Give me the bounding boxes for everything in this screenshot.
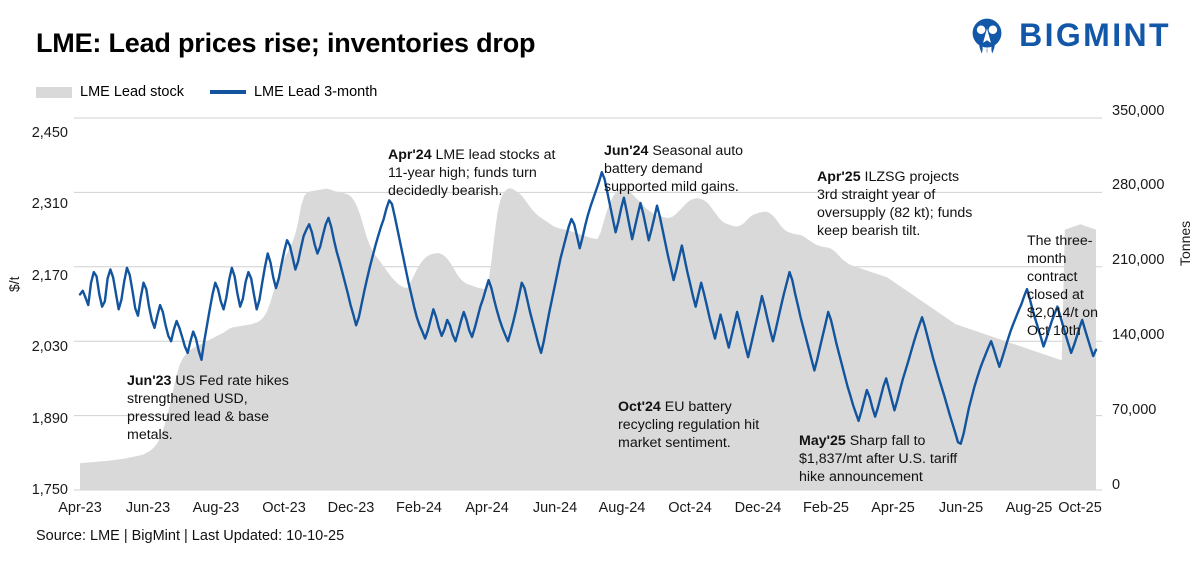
x-tick-3: Oct-23 [262,500,306,516]
annotation-jun23: Jun'23 US Fed rate hikes strengthened US… [127,372,312,444]
annotation-apr24-date: Apr'24 [388,147,432,163]
annotation-closing-price: The three-month contract closed at $2,01… [1027,233,1098,340]
annotation-jun24: Jun'24 Seasonal auto battery demand supp… [604,142,769,196]
annotation-apr25-text: ILZSG projects 3rd straight year of over… [817,169,973,240]
y-tick-left-1: 1,890 [31,411,68,427]
x-tick-6: Apr-24 [465,500,509,516]
annotation-jun24-date: Jun'24 [604,143,649,159]
y-axis-title-left: $/t [6,276,22,292]
x-tick-15: Oct-25 [1058,500,1102,516]
y-tick-left-5: 2,450 [31,125,68,141]
chart-plot-area[interactable] [80,118,1096,490]
y-tick-right-0: 0 [1112,477,1121,493]
y-tick-right-1: 70,000 [1112,402,1157,418]
y-tick-right-5: 350,000 [1112,103,1165,119]
annotation-apr24-text: LME lead stocks at 11-year high; funds t… [388,147,556,200]
x-tick-5: Feb-24 [396,500,442,516]
x-tick-13: Jun-25 [938,500,984,516]
y-tick-right-3: 210,000 [1112,252,1165,268]
annotation-may25: May'25 Sharp fall to $1,837/mt after U.S… [799,432,984,486]
y-tick-right-2: 140,000 [1112,327,1165,343]
x-tick-4: Dec-23 [327,500,375,516]
annotation-jun24-text: Seasonal auto battery demand supported m… [604,143,744,196]
legend-swatch-line-icon [209,90,246,94]
x-tick-9: Oct-24 [668,500,712,516]
source-note: Source: LME | BigMint | Last Updated: 10… [36,528,345,544]
x-tick-14: Aug-25 [1005,500,1053,516]
bigmint-mascot-icon [972,18,1002,55]
series-line-lme-lead-3month [78,171,1098,445]
annotation-oct24-date: Oct'24 [618,399,661,415]
brand-logo: BIGMINT [966,14,1171,56]
legend-item-price[interactable]: LME Lead 3-month [209,84,378,100]
y-tick-left-4: 2,310 [31,196,68,212]
x-tick-7: Jun-24 [532,500,578,516]
y-axis-title-right: Tonnes [1177,220,1193,266]
annotation-apr25: Apr'25 ILZSG projects 3rd straight year … [817,168,982,240]
legend-label-stock: LME Lead stock [80,84,184,100]
x-tick-10: Dec-24 [734,500,782,516]
annotation-jun23-date: Jun'23 [127,373,172,389]
annotation-may25-date: May'25 [799,433,846,449]
x-tick-2: Aug-23 [192,500,240,516]
x-tick-8: Aug-24 [598,500,646,516]
legend-label-price: LME Lead 3-month [253,84,378,100]
series-area-lme-lead-stock [80,187,1096,490]
y-tick-left-0: 1,750 [31,482,68,498]
brand-name: BIGMINT [1019,17,1171,53]
legend-item-stock[interactable]: LME Lead stock [36,84,184,100]
legend-swatch-area-icon [36,86,72,98]
annotation-apr25-date: Apr'25 [817,169,861,185]
annotation-jun23-text: US Fed rate hikes strengthened USD, pres… [127,373,289,444]
x-tick-12: Apr-25 [871,500,915,516]
chart-legend: LME Lead stock LME Lead 3-month [36,84,377,100]
y-tick-left-2: 2,030 [31,339,68,355]
annotation-oct24: Oct'24 EU battery recycling regulation h… [618,398,778,452]
x-tick-1: Jun-23 [125,500,171,516]
annotation-apr24: Apr'24 LME lead stocks at 11-year high; … [388,146,558,200]
annotation-may25-text: Sharp fall to $1,837/mt after U.S. tarif… [799,433,958,486]
y-tick-left-3: 2,170 [31,268,68,284]
annotation-oct24-text: EU battery recycling regulation hit mark… [618,399,760,452]
page-title: LME: Lead prices rise; inventories drop [36,28,536,58]
y-tick-right-4: 280,000 [1112,177,1165,193]
x-tick-0: Apr-23 [58,500,102,516]
x-tick-11: Feb-25 [803,500,849,516]
